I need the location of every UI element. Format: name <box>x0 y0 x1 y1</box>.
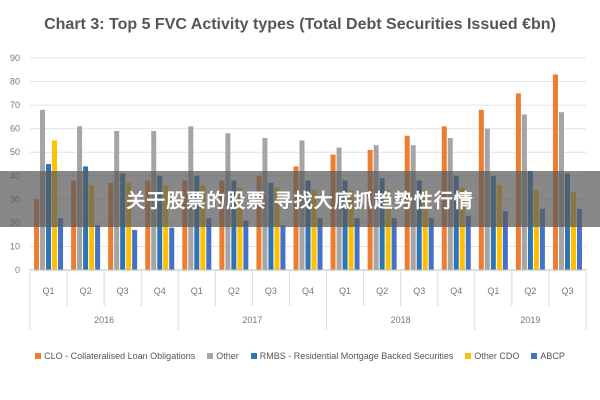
bar <box>576 208 582 270</box>
y-tick-label: 70 <box>10 100 20 110</box>
bar <box>280 225 286 270</box>
legend-swatch <box>465 353 472 359</box>
bar <box>428 218 434 270</box>
x-tick-label: Q1 <box>487 286 499 296</box>
bar <box>163 185 169 270</box>
year-label: 2019 <box>520 315 540 325</box>
legend-swatch <box>35 353 42 359</box>
x-tick-label: Q4 <box>450 286 462 296</box>
y-tick-label: 10 <box>10 241 20 251</box>
legend-label: ABCP <box>540 351 565 361</box>
legend-item: Other CDO <box>465 351 519 361</box>
x-tick-label: Q3 <box>265 286 277 296</box>
bar <box>243 220 249 270</box>
x-tick-label: Q2 <box>376 286 388 296</box>
bar <box>169 227 175 270</box>
bar <box>34 199 40 270</box>
bar <box>465 215 471 270</box>
x-tick-label: Q1 <box>43 286 55 296</box>
legend-item: CLO - Collateralised Loan Obligations <box>35 351 195 361</box>
bar <box>311 189 317 270</box>
bar <box>274 187 280 270</box>
bar <box>502 211 508 270</box>
legend-item: ABCP <box>531 351 565 361</box>
legend-item: Other <box>207 351 239 361</box>
chart-title: Chart 3: Top 5 FVC Activity types (Total… <box>44 16 556 33</box>
legend-item: RMBS - Residential Mortgage Backed Secur… <box>250 351 454 361</box>
bar <box>132 229 138 270</box>
bar <box>459 187 465 270</box>
x-tick-label: Q4 <box>302 286 314 296</box>
bar <box>391 218 397 270</box>
bar <box>58 218 64 270</box>
bar <box>539 208 545 270</box>
x-tick-label: Q1 <box>339 286 351 296</box>
bar <box>422 189 428 270</box>
x-tick-label: Q2 <box>228 286 240 296</box>
y-tick-label: 80 <box>10 77 20 87</box>
x-axis: Q1 Q2 Q3 Q4 Q1 Q2 Q3 Q4 Q1 Q2 Q3 Q4 Q1 Q2 Q3 2016 2017 20… <box>29 269 587 330</box>
year-label: 2016 <box>94 315 114 325</box>
x-tick-label: Q2 <box>80 286 92 296</box>
y-tick-label: 50 <box>10 147 20 157</box>
y-tick-label: 60 <box>10 124 20 134</box>
bar <box>317 218 323 270</box>
bar <box>496 185 502 270</box>
legend-swatch <box>531 353 538 359</box>
bar <box>95 225 101 270</box>
year-label: 2017 <box>242 315 262 325</box>
y-tick-label: 90 <box>10 53 20 63</box>
bar <box>533 189 539 270</box>
bar <box>354 218 360 270</box>
x-tick-label: Q1 <box>191 286 203 296</box>
bar <box>206 218 212 270</box>
overlay-banner: 关于股票的股票 寻找大底抓趋势性行情 <box>0 171 600 227</box>
legend-label: RMBS - Residential Mortgage Backed Secur… <box>259 351 454 361</box>
y-axis-ticks: 0102030405060708090 <box>10 53 20 275</box>
legend-label: CLO - Collateralised Loan Obligations <box>44 351 196 361</box>
legend-label: Other CDO <box>474 351 520 361</box>
legend-swatch <box>207 353 214 359</box>
legend-swatch <box>250 353 257 359</box>
bar <box>200 185 206 270</box>
x-tick-label: Q3 <box>413 286 425 296</box>
legend-label: Other <box>216 351 239 361</box>
x-tick-label: Q2 <box>524 286 536 296</box>
bar <box>89 185 95 270</box>
x-tick-label: Q3 <box>117 286 129 296</box>
x-tick-label: Q3 <box>561 286 573 296</box>
bar <box>237 187 243 270</box>
x-tick-label: Q4 <box>154 286 166 296</box>
bar <box>385 189 391 270</box>
year-label: 2018 <box>391 315 411 325</box>
bar <box>348 189 354 270</box>
y-tick-label: 0 <box>15 265 20 275</box>
overlay-text: 关于股票的股票 寻找大底抓趋势性行情 <box>126 189 474 212</box>
bar <box>570 192 576 270</box>
chart-legend: CLO - Collateralised Loan Obligations Oth… <box>0 351 600 361</box>
